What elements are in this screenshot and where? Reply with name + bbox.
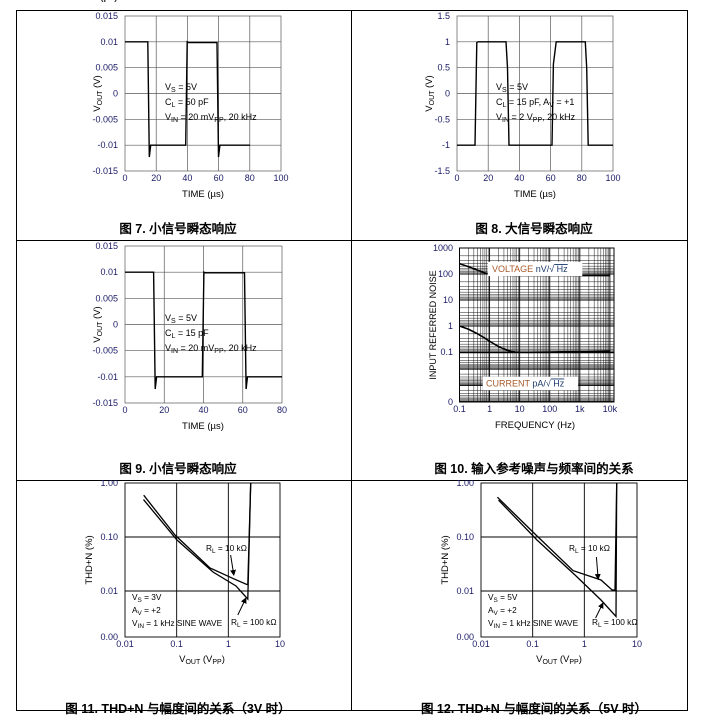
svg-text:1000: 1000	[433, 243, 453, 253]
svg-text:-0.01: -0.01	[97, 372, 118, 382]
svg-text:VIN = 20 mVPP, 20 kHz: VIN = 20 mVPP, 20 kHz	[165, 343, 257, 355]
svg-text:100: 100	[273, 173, 288, 183]
svg-text:0.01: 0.01	[100, 267, 118, 277]
svg-text:VS = 5V: VS = 5V	[165, 82, 197, 94]
svg-text:60: 60	[546, 173, 556, 183]
svg-text:0.01: 0.01	[116, 639, 134, 649]
svg-text:INPUT REFERRED NOISE: INPUT REFERRED NOISE	[428, 270, 438, 379]
svg-text:0.01: 0.01	[472, 639, 490, 649]
svg-text:0.10: 0.10	[456, 532, 474, 542]
svg-text:1.00: 1.00	[456, 480, 474, 488]
svg-text:100: 100	[542, 404, 557, 414]
svg-text:VIN = 20 mVPP, 20 kHz: VIN = 20 mVPP, 20 kHz	[165, 112, 257, 124]
svg-text:1.5: 1.5	[437, 11, 450, 21]
svg-text:FREQUENCY (Hz): FREQUENCY (Hz)	[495, 420, 575, 431]
svg-text:VS = 5V: VS = 5V	[165, 313, 197, 325]
svg-text:0.1: 0.1	[440, 347, 453, 357]
svg-text:THD+N (%): THD+N (%)	[84, 535, 95, 584]
svg-text:-1: -1	[442, 140, 450, 150]
svg-text:TIME (µs): TIME (µs)	[514, 189, 556, 200]
svg-text:1: 1	[226, 639, 231, 649]
svg-text:1.00: 1.00	[100, 480, 118, 488]
svg-text:VOLTAGE nV/√ Hz: VOLTAGE nV/√ Hz	[492, 264, 568, 274]
svg-text:AV = +2: AV = +2	[132, 605, 161, 617]
svg-text:0: 0	[448, 397, 453, 407]
svg-text:20: 20	[151, 173, 161, 183]
svg-text:RL = 10 kΩ: RL = 10 kΩ	[206, 543, 247, 555]
svg-text:0.005: 0.005	[95, 63, 118, 73]
svg-text:-0.015: -0.015	[92, 398, 118, 408]
svg-text:0: 0	[113, 320, 118, 330]
svg-text:0.015: 0.015	[95, 241, 118, 251]
svg-text:0.01: 0.01	[100, 37, 118, 47]
svg-text:60: 60	[238, 405, 248, 415]
svg-text:0: 0	[113, 89, 118, 99]
svg-text:0.01: 0.01	[100, 586, 118, 596]
svg-text:RL = 100 kΩ: RL = 100 kΩ	[592, 617, 638, 629]
svg-text:80: 80	[277, 405, 287, 415]
svg-text:0: 0	[445, 89, 450, 99]
svg-text:10: 10	[275, 639, 285, 649]
svg-text:0.5: 0.5	[437, 63, 450, 73]
svg-text:-0.005: -0.005	[92, 114, 118, 124]
svg-text:0.1: 0.1	[453, 404, 466, 414]
svg-text:-0.015: -0.015	[92, 166, 118, 176]
svg-text:0.015: 0.015	[95, 11, 118, 21]
svg-text:-0.01: -0.01	[97, 140, 118, 150]
svg-text:10: 10	[632, 639, 642, 649]
svg-text:VIN = 1 kHz SINE WAVE: VIN = 1 kHz SINE WAVE	[488, 618, 579, 630]
svg-text:20: 20	[483, 173, 493, 183]
svg-text:VS = 3V: VS = 3V	[132, 592, 162, 604]
svg-text:CURRENT pA/√ Hz: CURRENT pA/√ Hz	[486, 379, 565, 389]
svg-text:VOUT (VPP): VOUT (VPP)	[536, 654, 582, 666]
svg-text:0.10: 0.10	[100, 532, 118, 542]
svg-text:TIME (µs): TIME (µs)	[182, 421, 224, 432]
svg-text:80: 80	[577, 173, 587, 183]
svg-text:40: 40	[514, 173, 524, 183]
svg-text:1k: 1k	[575, 404, 585, 414]
svg-text:80: 80	[245, 173, 255, 183]
svg-text:TIME (µs): TIME (µs)	[182, 189, 224, 200]
svg-text:0: 0	[122, 173, 127, 183]
svg-text:60: 60	[214, 173, 224, 183]
svg-text:AV = +2: AV = +2	[488, 605, 517, 617]
svg-text:RL = 10 kΩ: RL = 10 kΩ	[569, 543, 610, 555]
svg-text:VOUT (V): VOUT (V)	[424, 75, 436, 111]
svg-text:40: 40	[182, 173, 192, 183]
svg-text:20: 20	[159, 405, 169, 415]
svg-text:0.1: 0.1	[170, 639, 183, 649]
svg-text:0: 0	[454, 173, 459, 183]
svg-text:1: 1	[582, 639, 587, 649]
svg-text:THD+N (%): THD+N (%)	[440, 535, 451, 584]
svg-text:100: 100	[605, 173, 620, 183]
svg-text:VOUT (VPP): VOUT (VPP)	[179, 654, 225, 666]
svg-text:0.1: 0.1	[526, 639, 539, 649]
svg-text:VIN = 1 kHz SINE WAVE: VIN = 1 kHz SINE WAVE	[132, 618, 223, 630]
svg-text:VS = 5V: VS = 5V	[488, 592, 518, 604]
svg-text:1: 1	[448, 321, 453, 331]
svg-text:-1.5: -1.5	[434, 166, 450, 176]
svg-text:-0.005: -0.005	[92, 346, 118, 356]
svg-text:10k: 10k	[603, 404, 618, 414]
svg-text:10: 10	[515, 404, 525, 414]
svg-text:10: 10	[443, 295, 453, 305]
svg-text:RL = 100 kΩ: RL = 100 kΩ	[231, 617, 277, 629]
svg-text:1: 1	[487, 404, 492, 414]
svg-text:0.01: 0.01	[456, 586, 474, 596]
svg-text:VOUT (V): VOUT (V)	[92, 75, 104, 111]
svg-text:1: 1	[445, 37, 450, 47]
svg-text:0.005: 0.005	[95, 293, 118, 303]
svg-text:VS = 5V: VS = 5V	[496, 82, 528, 94]
svg-text:0: 0	[122, 405, 127, 415]
svg-text:VOUT (V): VOUT (V)	[92, 306, 104, 342]
svg-text:100: 100	[438, 269, 453, 279]
svg-text:-0.5: -0.5	[434, 114, 450, 124]
svg-text:40: 40	[198, 405, 208, 415]
